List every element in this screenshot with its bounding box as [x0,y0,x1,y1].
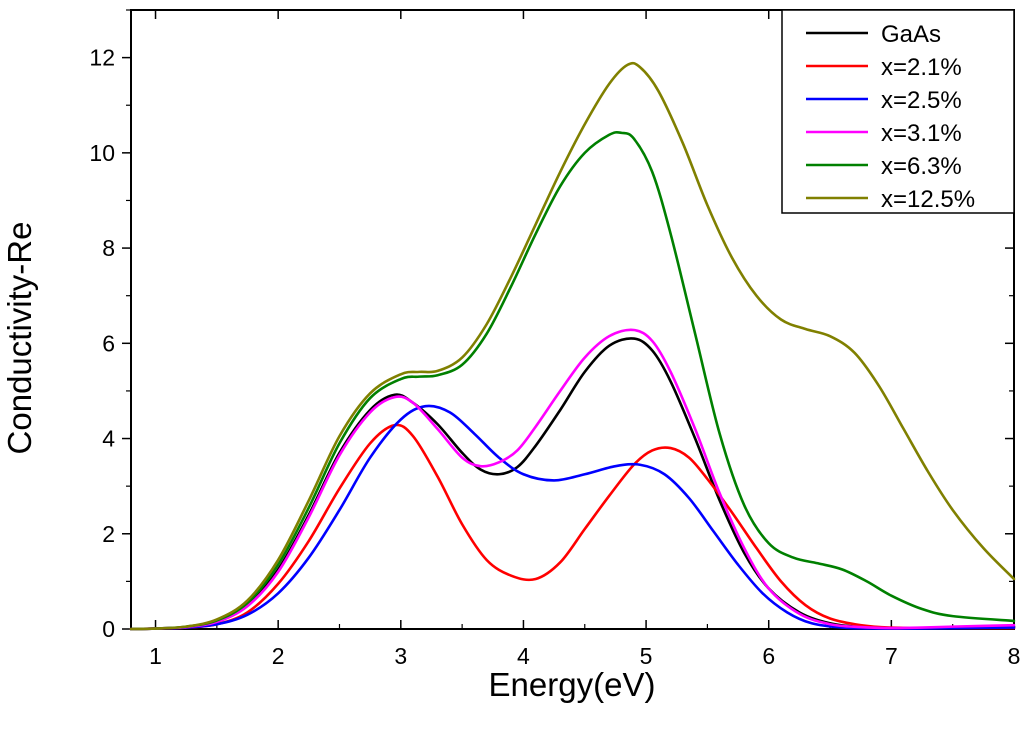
x-tick-label: 6 [762,643,775,669]
series-layer [129,61,1016,631]
legend-box [781,9,1015,214]
y-tick-label: 6 [102,330,115,356]
x-tick-label: 8 [1008,643,1021,669]
series-line-3 [129,328,1016,631]
x-axis-title: Energy(eV) [489,666,656,703]
series-line-2 [129,404,1016,631]
legend-label: x=6.3% [881,153,962,180]
y-tick-label: 4 [102,426,115,452]
series-line-1 [129,423,1016,631]
x-tick-label: 2 [272,643,285,669]
y-tick-label: 0 [102,616,115,642]
plot-frame [130,9,1015,630]
x-tick-label: 7 [885,643,898,669]
legend-label: x=12.5% [881,186,975,213]
plot-area [130,9,1015,630]
legend-label: x=2.5% [881,87,962,114]
series-line-5 [129,61,1016,631]
x-tick-label: 4 [517,643,530,669]
y-axis-title: Conductivity-Re [1,222,38,455]
x-tick-label: 3 [394,643,407,669]
x-tick-label: 5 [640,643,653,669]
y-tick-label: 8 [102,235,115,261]
legend-label: x=2.1% [881,54,962,81]
legend-label: x=3.1% [881,120,962,147]
series-line-4 [129,130,1016,631]
y-tick-label: 12 [89,45,115,71]
y-tick-label: 10 [89,140,115,166]
y-tick-label: 2 [102,521,115,547]
x-tick-label: 1 [149,643,162,669]
legend-label: GaAs [881,21,941,48]
legend: GaAs x=2.1% x=2.5% x=3.1% x=6.3% x=12.5% [781,9,1015,214]
x-axis: 1 2 3 4 5 6 7 8 [149,10,1020,669]
